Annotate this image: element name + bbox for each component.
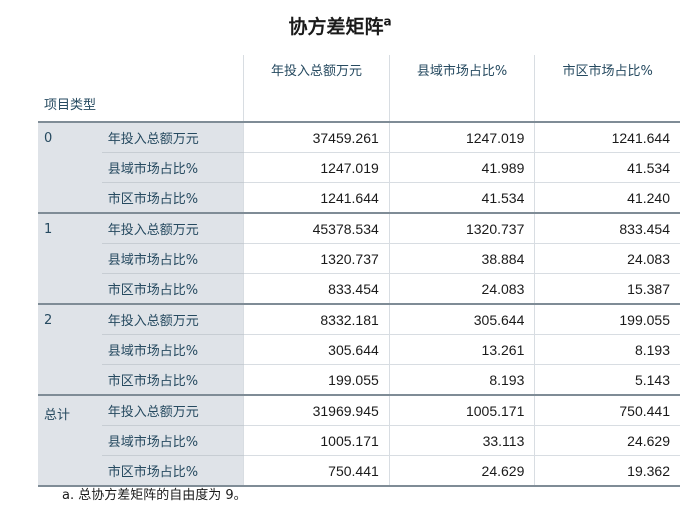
cell-value: 1241.644 [243,182,390,214]
cell-value: 1320.737 [243,243,390,274]
cell-value: 1005.171 [388,395,535,426]
cell-value: 1241.644 [534,122,680,153]
row-label: 年投入总额万元 [101,213,244,244]
table-row: 2 年投入总额万元 8332.181 305.644 199.055 [38,304,680,396]
cell-value: 31969.945 [243,395,390,426]
header-row: 项目类型 年投入总额万元 县域市场占比% 市区市场占比% [38,55,680,123]
title-footnote-marker: a [383,14,392,29]
table-body: 0 年投入总额万元 37459.261 1247.019 1241.644 县域… [38,122,680,487]
cell-value: 199.055 [534,304,680,335]
cell-value: 750.441 [534,395,680,426]
table-row: 县域市场占比% 1005.171 33.113 24.629 [38,425,680,456]
cell-value: 1247.019 [243,152,390,183]
row-label: 市区市场占比% [101,364,244,396]
table-row: 0 年投入总额万元 37459.261 1247.019 1241.644 [38,122,680,214]
table-row: 市区市场占比% 750.441 24.629 19.362 [38,455,680,487]
row-label: 县域市场占比% [101,425,244,456]
table-row: 1 年投入总额万元 45378.534 1320.737 833.454 [38,213,680,305]
table-title: 协方差矩阵a [288,14,392,38]
row-label: 县域市场占比% [101,334,244,365]
cell-value: 199.055 [243,364,390,396]
row-label: 年投入总额万元 [101,122,244,153]
table-row: 县域市场占比% 1320.737 38.884 24.083 [38,243,680,274]
cell-value: 37459.261 [243,122,390,153]
cell-value: 33.113 [388,425,535,456]
cell-value: 750.441 [243,455,390,487]
cell-value: 41.534 [534,152,680,183]
cell-value: 8.193 [534,334,680,365]
table-row: 市区市场占比% 833.454 24.083 15.387 [38,273,680,305]
cell-value: 24.629 [388,455,535,487]
cell-value: 833.454 [243,273,390,305]
table-row: 县域市场占比% 305.644 13.261 8.193 [38,334,680,365]
table-footnote: a. 总协方差矩阵的自由度为 9。 [62,488,247,503]
cell-value: 38.884 [388,243,535,274]
cell-value: 41.240 [534,182,680,214]
column-header: 年投入总额万元 [243,55,390,123]
cell-value: 41.989 [388,152,535,183]
column-header: 县域市场占比% [388,55,535,123]
cell-value: 24.083 [534,243,680,274]
cell-value: 8.193 [388,364,535,396]
cell-value: 19.362 [534,455,680,487]
cell-value: 5.143 [534,364,680,396]
row-label-header: 项目类型 [38,55,244,123]
group-label: 总计 [38,395,102,487]
cell-value: 305.644 [388,304,535,335]
row-label: 县域市场占比% [101,243,244,274]
cell-value: 1320.737 [388,213,535,244]
cell-value: 15.387 [534,273,680,305]
row-label: 年投入总额万元 [101,304,244,335]
cell-value: 833.454 [534,213,680,244]
covariance-table: 项目类型 年投入总额万元 县域市场占比% 市区市场占比% 0 年投入总额万元 3… [38,55,680,487]
cell-value: 24.629 [534,425,680,456]
table-row: 县域市场占比% 1247.019 41.989 41.534 [38,152,680,183]
row-label: 年投入总额万元 [101,395,244,426]
cell-value: 1247.019 [388,122,535,153]
cell-value: 1005.171 [243,425,390,456]
row-label: 市区市场占比% [101,182,244,214]
cell-value: 45378.534 [243,213,390,244]
table-row: 总计 年投入总额万元 31969.945 1005.171 750.441 [38,395,680,487]
group-label: 0 [38,122,102,214]
table-row: 市区市场占比% 1241.644 41.534 41.240 [38,182,680,214]
cell-value: 305.644 [243,334,390,365]
column-header: 市区市场占比% [534,55,680,123]
row-label: 县域市场占比% [101,152,244,183]
row-label: 市区市场占比% [101,273,244,305]
group-label: 1 [38,213,102,305]
table-row: 市区市场占比% 199.055 8.193 5.143 [38,364,680,396]
row-label: 市区市场占比% [101,455,244,487]
cell-value: 24.083 [388,273,535,305]
cell-value: 13.261 [388,334,535,365]
cell-value: 41.534 [388,182,535,214]
cell-value: 8332.181 [243,304,390,335]
group-label: 2 [38,304,102,396]
